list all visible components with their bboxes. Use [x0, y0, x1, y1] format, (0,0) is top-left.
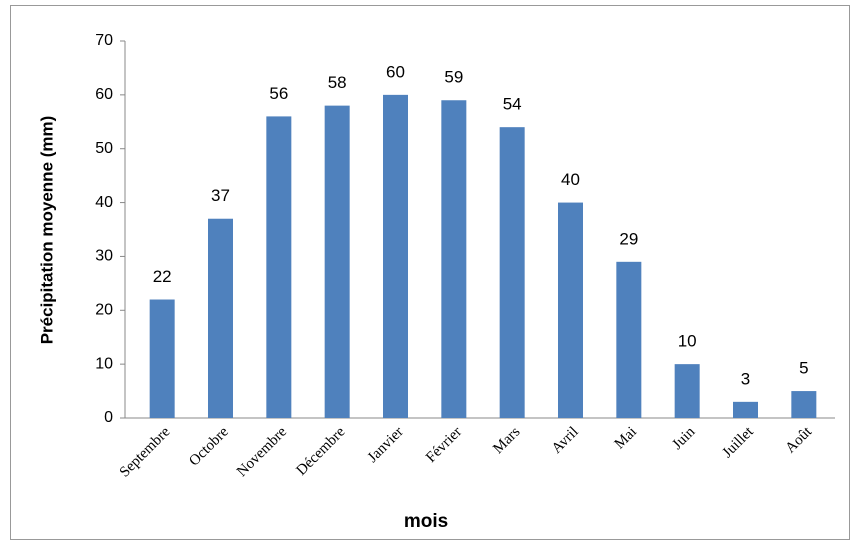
bar [383, 94, 408, 418]
y-tick-label: 60 [95, 86, 113, 103]
bar [558, 202, 583, 418]
data-label: 10 [678, 332, 697, 351]
chart-border [10, 5, 850, 540]
bar [616, 261, 642, 418]
y-axis-title: Précipitation moyenne (mm) [37, 116, 56, 345]
data-label: 3 [741, 369, 750, 388]
bar [441, 100, 467, 418]
data-label: 60 [386, 62, 405, 81]
bar [733, 401, 758, 418]
y-tick-label: 70 [95, 32, 113, 49]
bar [208, 218, 233, 418]
data-label: 54 [503, 95, 522, 114]
bar [674, 364, 700, 418]
data-label: 22 [153, 267, 172, 286]
y-tick-label: 50 [95, 140, 113, 157]
y-tick-label: 20 [95, 302, 113, 319]
data-label: 5 [799, 359, 808, 378]
data-label: 58 [328, 73, 347, 92]
data-label: 59 [444, 68, 463, 87]
y-tick-label: 40 [95, 194, 113, 211]
y-tick-label: 0 [104, 409, 113, 426]
bar [149, 299, 175, 418]
bar [791, 391, 817, 418]
y-tick-label: 30 [95, 248, 113, 265]
x-axis-title: mois [404, 511, 448, 532]
bar [499, 127, 525, 419]
bar [324, 105, 350, 418]
data-label: 56 [269, 84, 288, 103]
data-label: 40 [561, 170, 580, 189]
bar [266, 116, 292, 419]
y-tick-label: 10 [95, 355, 113, 372]
data-label: 37 [211, 186, 230, 205]
data-label: 29 [619, 229, 638, 248]
